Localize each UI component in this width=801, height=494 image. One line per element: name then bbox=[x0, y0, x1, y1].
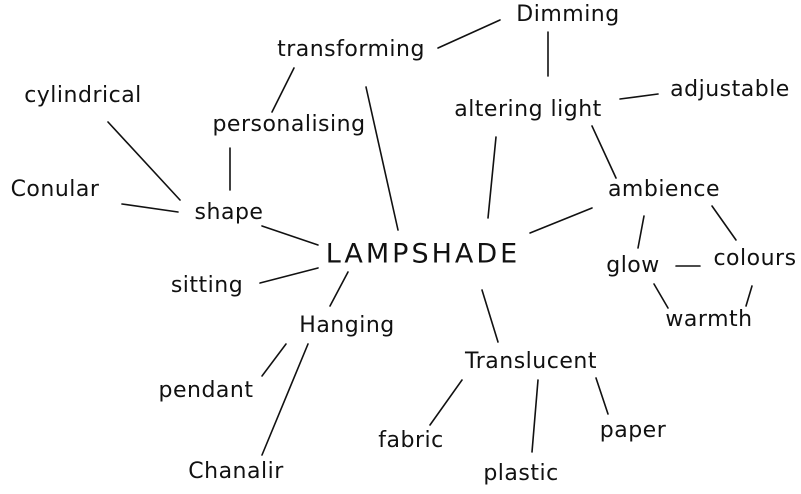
link-ambience-colours bbox=[711, 205, 737, 241]
link-transforming-personalising bbox=[271, 67, 295, 113]
node-dimming: Dimming bbox=[516, 2, 620, 27]
center-node-lampshade: LAMPSHADE bbox=[325, 238, 521, 270]
link-ambience-glow bbox=[637, 215, 645, 249]
link-translucent-fabric bbox=[429, 379, 463, 426]
link-translucent-paper bbox=[595, 377, 609, 415]
node-translucent: Translucent bbox=[465, 349, 597, 374]
link-conular-shape bbox=[121, 203, 179, 213]
link-center-hanging bbox=[329, 271, 349, 307]
node-sitting: sitting bbox=[170, 273, 244, 298]
link-glow-warmth bbox=[653, 283, 669, 309]
node-plastic: plastic bbox=[483, 461, 559, 486]
link-cylindrical-shape bbox=[107, 121, 181, 201]
node-hanging: Hanging bbox=[299, 313, 395, 338]
link-center-translucent bbox=[481, 289, 499, 343]
node-colours: colours bbox=[713, 246, 797, 271]
link-hanging-pendant bbox=[261, 343, 287, 377]
node-adjustable: adjustable bbox=[670, 77, 790, 102]
link-center-ambience bbox=[529, 207, 593, 234]
node-chandalir: Chanalir bbox=[188, 459, 284, 484]
link-translucent-plastic bbox=[531, 379, 539, 453]
link-transforming-dimming bbox=[437, 19, 501, 49]
node-ambience: ambience bbox=[607, 177, 721, 202]
node-glow: glow bbox=[606, 253, 660, 278]
node-conular: Conular bbox=[10, 177, 100, 202]
link-hanging-chandalir bbox=[261, 343, 309, 456]
node-transforming: transforming bbox=[277, 37, 425, 62]
node-paper: paper bbox=[599, 418, 667, 443]
node-cylindrical: cylindrical bbox=[24, 83, 142, 108]
node-warmth: warmth bbox=[665, 307, 753, 332]
link-center-shape bbox=[261, 225, 319, 246]
link-center-transforming bbox=[365, 86, 399, 231]
node-pendant: pendant bbox=[158, 378, 254, 403]
link-center-altering-light bbox=[487, 136, 497, 219]
link-center-sitting bbox=[259, 267, 319, 284]
node-fabric: fabric bbox=[378, 428, 444, 453]
node-shape: shape bbox=[194, 200, 264, 225]
node-personalising: personalising bbox=[212, 112, 366, 137]
link-colours-warmth bbox=[745, 285, 753, 307]
link-altering-light-ambience bbox=[591, 125, 617, 179]
node-altering-light: altering light bbox=[454, 97, 602, 122]
link-altering-light-adjustable bbox=[619, 93, 659, 100]
